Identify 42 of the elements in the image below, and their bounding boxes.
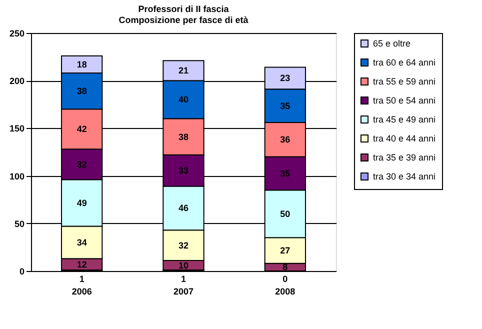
legend-label: 65 e oltre	[373, 38, 411, 48]
data-label: 35	[280, 100, 290, 111]
legend-label: tra 60 e 64 anni	[373, 58, 436, 68]
data-label: 27	[280, 246, 290, 256]
data-label: 33	[178, 166, 189, 176]
data-label: 23	[280, 73, 290, 84]
legend-label: tra 45 e 49 anni	[373, 114, 436, 124]
y-tick-label: 50	[14, 218, 24, 229]
data-label: 36	[280, 134, 290, 145]
y-tick-label: 150	[9, 124, 24, 134]
chart-title: Professori di II fascia Composizione per fasce di età	[118, 4, 250, 25]
data-label: 8	[282, 262, 288, 272]
data-label: 32	[178, 240, 189, 250]
y-tick-label: 250	[9, 28, 24, 38]
data-label: 49	[76, 198, 87, 208]
data-label: 12	[76, 259, 87, 270]
data-label: 18	[76, 59, 87, 70]
y-tick-label: 200	[9, 76, 24, 86]
y-tick-label: 100	[9, 171, 24, 182]
data-label: 10	[178, 260, 189, 270]
x-tick-label: 2007	[173, 286, 194, 296]
data-label: 1	[180, 274, 186, 284]
data-label: 38	[178, 132, 189, 142]
legend-label: tra 35 e 39 anni	[373, 152, 436, 162]
data-label: 34	[76, 237, 87, 248]
legend-label: tra 50 e 54 anni	[373, 96, 436, 106]
x-tick-label: 2008	[275, 286, 296, 296]
legend-label: tra 30 e 34 anni	[373, 172, 436, 182]
data-label: 32	[76, 159, 87, 170]
data-label: 35	[280, 168, 290, 178]
data-label: 0	[282, 274, 288, 284]
x-tick-label: 2006	[72, 286, 92, 296]
data-label: 38	[76, 86, 87, 96]
data-label: 1	[79, 274, 84, 284]
data-label: 42	[76, 124, 87, 134]
data-label: 46	[178, 203, 189, 214]
data-label: 21	[178, 66, 189, 76]
y-tick-label: 0	[19, 266, 24, 276]
legend-label: tra 40 e 44 anni	[373, 134, 436, 144]
data-label: 50	[280, 208, 290, 219]
data-label: 40	[178, 94, 189, 105]
legend-label: tra 55 e 59 anni	[373, 76, 436, 86]
